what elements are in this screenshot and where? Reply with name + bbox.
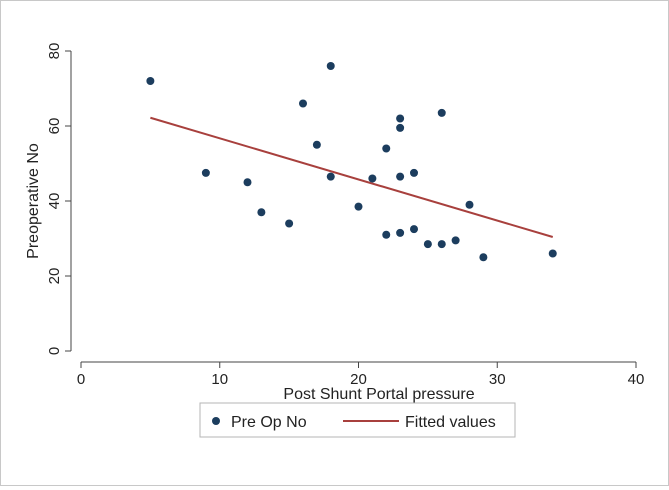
data-point xyxy=(354,202,363,211)
data-point xyxy=(423,240,432,249)
data-point xyxy=(146,77,155,85)
data-point xyxy=(299,99,307,108)
y-tick-label: 60 xyxy=(46,118,63,135)
data-point xyxy=(410,225,418,234)
data-point xyxy=(548,249,557,258)
axes: 0 20 40 60 80 0 10 20 30 40 xyxy=(46,43,644,388)
y-tick-label: 20 xyxy=(46,268,63,285)
data-point xyxy=(368,174,377,183)
data-point xyxy=(201,168,210,177)
data-point xyxy=(326,172,335,181)
fitted-values-line xyxy=(150,116,554,238)
y-tick-label: 0 xyxy=(46,347,63,355)
y-tick-label: 80 xyxy=(46,43,63,60)
data-point xyxy=(451,236,460,245)
legend-marker-pre-op-no xyxy=(212,417,220,425)
data-point xyxy=(396,172,405,181)
y-tick-label: 40 xyxy=(46,193,63,210)
legend: Pre Op No Fitted values xyxy=(199,402,516,438)
legend-label-pre-op-no: Pre Op No xyxy=(231,414,307,431)
data-point xyxy=(257,208,266,217)
data-point xyxy=(437,108,446,117)
x-tick-label: 20 xyxy=(350,371,367,388)
data-point xyxy=(396,228,405,237)
x-tick-label: 10 xyxy=(211,371,228,388)
x-tick-label: 0 xyxy=(77,371,85,388)
data-point xyxy=(465,200,474,209)
data-points xyxy=(146,62,557,262)
data-point xyxy=(326,62,335,70)
data-point xyxy=(396,114,405,123)
x-axis-label: Post Shunt Portal pressure xyxy=(283,386,474,403)
data-point xyxy=(410,168,418,177)
fitted-line-layer xyxy=(150,116,554,238)
data-point xyxy=(382,144,391,153)
x-tick-label: 40 xyxy=(628,371,645,388)
y-axis-label: Preoperative No xyxy=(25,143,42,259)
data-point xyxy=(312,140,321,149)
data-point xyxy=(437,240,446,249)
data-point xyxy=(382,230,391,239)
data-point xyxy=(243,178,252,187)
legend-label-fitted-values: Fitted values xyxy=(405,414,496,431)
data-point xyxy=(396,123,405,132)
data-point xyxy=(285,219,294,228)
data-point xyxy=(479,253,488,262)
x-tick-label: 30 xyxy=(489,371,506,388)
